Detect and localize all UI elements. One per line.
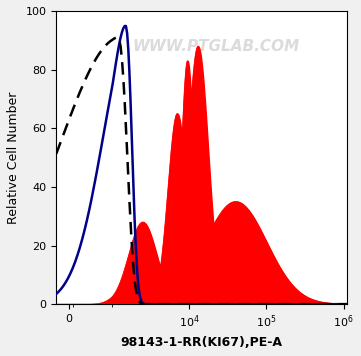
X-axis label: 98143-1-RR(KI67),PE-A: 98143-1-RR(KI67),PE-A [121, 336, 283, 349]
Y-axis label: Relative Cell Number: Relative Cell Number [7, 91, 20, 224]
Text: WWW.PTGLAB.COM: WWW.PTGLAB.COM [132, 39, 300, 54]
